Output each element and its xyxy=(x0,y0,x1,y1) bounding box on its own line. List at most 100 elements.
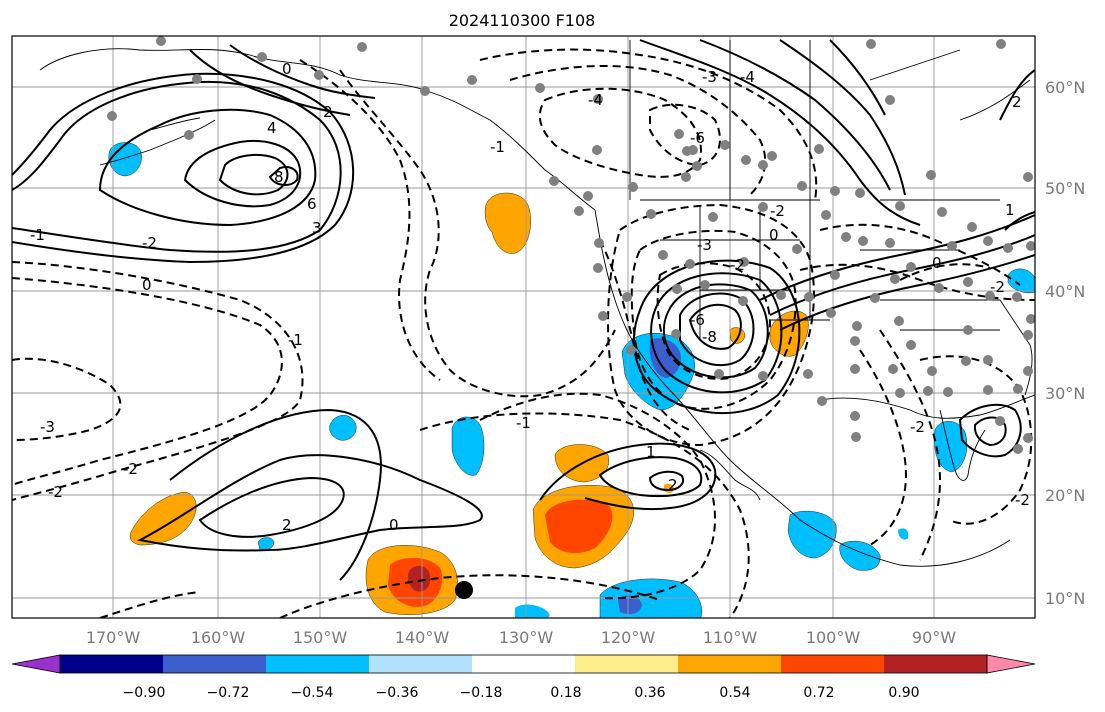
colorbar-segment xyxy=(472,655,576,673)
colorbar-segment xyxy=(266,655,370,673)
contour-label: -4 xyxy=(588,91,603,109)
colorbar-tick-label: 0.18 xyxy=(550,685,581,701)
blue-region-central-america xyxy=(787,510,837,559)
colorbar-extend-low xyxy=(11,654,61,674)
colorbar-extend-high xyxy=(986,654,1036,674)
contour-label: -3 xyxy=(702,68,717,86)
station-points xyxy=(107,36,1035,454)
lat-label: 60°N xyxy=(1045,78,1085,97)
lat-label: 10°N xyxy=(1045,589,1085,608)
colorbar-segment xyxy=(575,655,679,673)
contour-labels: 0 2 4 6 8 3 -1 -2 -3 0 -2 -2 -1 2 0 1 2 … xyxy=(30,60,1030,534)
colorbar-tick-label: −0.90 xyxy=(123,685,166,701)
contour-label: -2 xyxy=(990,278,1005,296)
lon-label: 110°W xyxy=(703,628,758,647)
orange-region-pacific-nw xyxy=(484,192,531,254)
colorbar-tick-label: −0.36 xyxy=(376,685,419,701)
colorbar-segment xyxy=(60,655,164,673)
latitude-labels: 60°N 50°N 40°N 30°N 20°N 10°N xyxy=(1045,78,1085,608)
lon-label: 160°W xyxy=(191,628,246,647)
storm-marker xyxy=(455,581,473,599)
colorbar-tick-label: 0.36 xyxy=(634,685,665,701)
lon-label: 130°W xyxy=(499,628,554,647)
colorbar-tick-label: 0.72 xyxy=(803,685,834,701)
blue-region-south-bottom-inner xyxy=(618,595,642,615)
contour-label: -8 xyxy=(702,328,717,346)
map-area: 0 2 4 6 8 3 -1 -2 -3 0 -2 -2 -1 2 0 1 2 … xyxy=(11,35,1085,647)
blue-region-sw-us-inner xyxy=(649,338,681,378)
contour-label: -6 xyxy=(690,129,705,147)
contour-label: -2 xyxy=(123,460,138,478)
contour-label: -2 xyxy=(48,483,63,501)
red-region-baja-southwest xyxy=(545,499,613,554)
contour-label: 6 xyxy=(307,195,317,213)
colorbar-segment xyxy=(678,655,782,673)
orange-region-west-pacific xyxy=(129,491,197,546)
map-frame xyxy=(11,35,1036,619)
contour-label: -1 xyxy=(288,331,303,349)
colorbar-tick-label: −0.54 xyxy=(291,685,334,701)
shaded-regions xyxy=(108,142,1035,618)
colorbar-tick-labels: −0.90 −0.72 −0.54 −0.36 −0.18 0.18 0.36 … xyxy=(123,685,920,701)
contour-label: -1 xyxy=(30,226,45,244)
contour-label: -2 xyxy=(142,234,157,252)
coastlines xyxy=(39,40,1035,567)
darkred-region-south xyxy=(407,565,431,592)
contour-label: 0 xyxy=(769,226,779,244)
contour-label: -2 xyxy=(730,256,745,274)
colorbar: −0.90 −0.72 −0.54 −0.36 −0.18 0.18 0.36 … xyxy=(11,654,1036,701)
contour-label: -6 xyxy=(690,311,705,329)
blue-region-bottom-left xyxy=(515,604,550,618)
contour-label: 0 xyxy=(389,516,399,534)
lon-label: 100°W xyxy=(806,628,861,647)
lat-label: 50°N xyxy=(1045,179,1085,198)
contour-label: 2 xyxy=(1012,93,1022,111)
lat-label: 40°N xyxy=(1045,282,1085,301)
blue-region-central-pacific xyxy=(329,415,357,441)
graticule xyxy=(12,36,1035,618)
contour-label: 0 xyxy=(282,60,292,78)
contour-label: 1 xyxy=(646,443,656,461)
contour-label: 2 xyxy=(323,103,333,121)
contour-label: -3 xyxy=(697,236,712,254)
blue-region-central-america-2 xyxy=(839,540,881,571)
blue-region-small-ca xyxy=(898,528,909,540)
contour-label: 2 xyxy=(668,476,678,494)
lon-label: 140°W xyxy=(395,628,450,647)
contour-label: -1 xyxy=(516,414,531,432)
solid-contours xyxy=(12,39,1035,581)
colorbar-segment xyxy=(781,655,885,673)
colorbar-segment xyxy=(369,655,473,673)
lon-label: 120°W xyxy=(601,628,656,647)
colorbar-segment xyxy=(884,655,988,673)
contour-label: -4 xyxy=(740,68,755,86)
lon-label: 90°W xyxy=(912,628,956,647)
contour-label: -1 xyxy=(490,138,505,156)
contour-label: 1 xyxy=(1005,201,1015,219)
contour-label: 0 xyxy=(142,276,152,294)
colorbar-segments xyxy=(11,654,1036,674)
contour-label: 4 xyxy=(267,119,277,137)
contour-label: 3 xyxy=(312,219,322,237)
lon-label: 170°W xyxy=(86,628,141,647)
contour-label: -2 xyxy=(910,418,925,436)
contour-label: -2 xyxy=(770,202,785,220)
colorbar-segment xyxy=(163,655,267,673)
lat-label: 30°N xyxy=(1045,384,1085,403)
contour-label: 8 xyxy=(274,168,284,186)
colorbar-tick-label: −0.18 xyxy=(460,685,503,701)
blue-region-east-us xyxy=(1007,268,1035,294)
contour-label: 2 xyxy=(282,516,292,534)
contour-label: 0 xyxy=(932,254,942,272)
longitude-labels: 170°W 160°W 150°W 140°W 130°W 120°W 110°… xyxy=(86,628,956,647)
lat-label: 20°N xyxy=(1045,486,1085,505)
contour-label: -2 xyxy=(1015,491,1030,509)
colorbar-tick-label: 0.54 xyxy=(719,685,750,701)
colorbar-tick-label: 0.90 xyxy=(888,685,919,701)
colorbar-tick-label: −0.72 xyxy=(207,685,250,701)
lon-label: 150°W xyxy=(293,628,348,647)
figure-title: 2024110300 F108 xyxy=(449,11,596,30)
colorbar-outline xyxy=(59,654,988,674)
contour-label: -3 xyxy=(40,418,55,436)
